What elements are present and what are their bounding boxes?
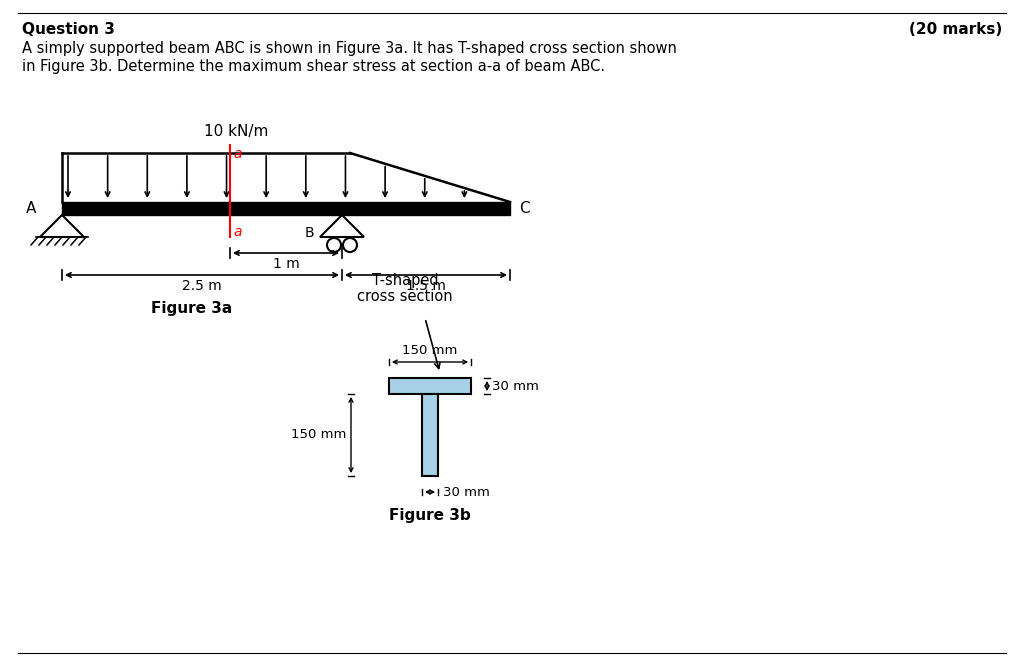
Text: a: a bbox=[233, 225, 242, 239]
Text: C: C bbox=[519, 201, 529, 216]
Text: 1.5 m: 1.5 m bbox=[407, 279, 445, 293]
Text: 30 mm: 30 mm bbox=[443, 485, 489, 499]
Text: 1 m: 1 m bbox=[272, 257, 299, 271]
Text: a: a bbox=[233, 147, 242, 161]
Text: Question 3: Question 3 bbox=[22, 22, 115, 37]
Bar bbox=[422, 394, 438, 476]
Text: B: B bbox=[304, 226, 314, 240]
Text: in Figure 3b. Determine the maximum shear stress at section a-a of beam ABC.: in Figure 3b. Determine the maximum shea… bbox=[22, 59, 605, 74]
Text: Figure 3a: Figure 3a bbox=[152, 301, 232, 316]
Text: cross section: cross section bbox=[357, 289, 453, 304]
Text: 10 kN/m: 10 kN/m bbox=[204, 124, 268, 139]
Bar bbox=[389, 378, 471, 394]
Text: 2.5 m: 2.5 m bbox=[182, 279, 222, 293]
Text: (20 marks): (20 marks) bbox=[908, 22, 1002, 37]
Bar bbox=[62, 202, 510, 215]
Text: A simply supported beam ABC is shown in Figure 3a. It has T-shaped cross section: A simply supported beam ABC is shown in … bbox=[22, 41, 677, 56]
Text: 30 mm: 30 mm bbox=[492, 379, 539, 392]
Text: Figure 3b: Figure 3b bbox=[389, 508, 471, 523]
Text: T-shaped: T-shaped bbox=[372, 273, 438, 288]
Text: A: A bbox=[26, 201, 36, 216]
Text: 150 mm: 150 mm bbox=[402, 344, 458, 357]
Text: 150 mm: 150 mm bbox=[291, 428, 346, 442]
